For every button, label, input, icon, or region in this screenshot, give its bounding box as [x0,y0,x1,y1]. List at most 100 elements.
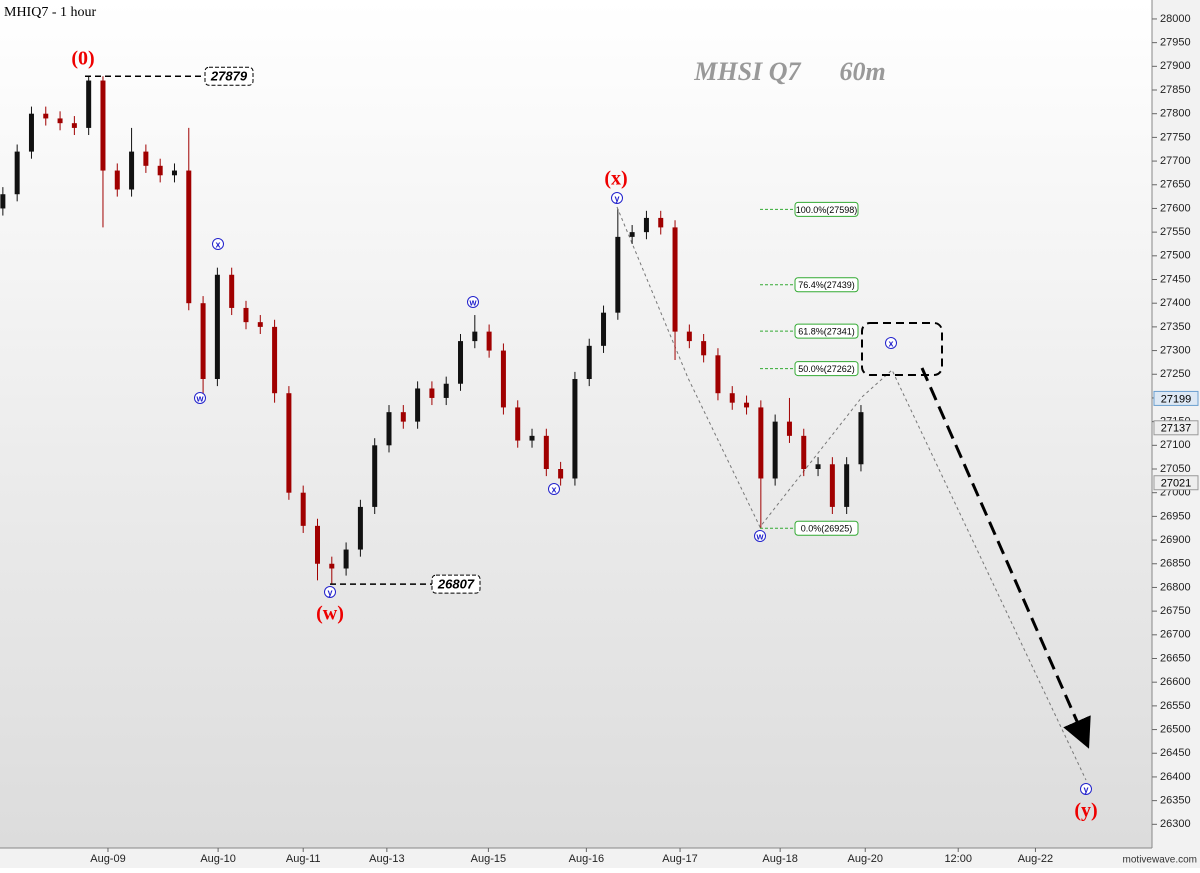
y-tick-label: 27400 [1160,297,1191,309]
time-axis-background [0,848,1152,868]
candle-body [515,407,521,441]
price-tag [1153,390,1199,406]
fib-label: 0.0%(26925) [801,524,853,534]
fib-label: 61.8%(27341) [798,327,855,337]
candle-body [701,341,707,356]
candle-body [443,383,449,398]
candle-body [86,80,92,128]
candle-body [314,525,320,564]
y-tick-label: 26750 [1160,605,1191,617]
candle-body [257,322,263,327]
subwave-circle [324,586,336,598]
projection-arrow [920,367,1091,749]
candle-body [458,341,464,384]
y-tick-label: 26950 [1160,510,1191,522]
price-tag-label: 27021 [1161,478,1192,490]
candle-body [715,355,721,394]
candle-body [14,151,20,195]
candle-body [386,412,392,446]
candle-body [672,227,678,332]
candle-body [415,388,421,422]
price-tag-label: 27137 [1161,423,1192,435]
candle-body [586,345,592,379]
candle-body [214,274,220,379]
candle-body [186,170,192,304]
fib-label: 50.0%(27262) [798,364,855,374]
fib-box [794,361,859,377]
wave-label: (x) [604,168,627,190]
candle-body [43,113,49,119]
y-tick-label: 27700 [1160,155,1191,167]
y-tick-label: 26300 [1160,818,1191,830]
subwave-circle [611,192,623,204]
candle-body [601,312,607,346]
y-tick-label: 26350 [1160,795,1191,807]
target-box [861,322,943,376]
candle-body [844,464,850,507]
candle-body [157,165,163,176]
y-tick-label: 26450 [1160,747,1191,759]
candle-body [229,274,235,308]
candle-body [71,123,77,128]
y-tick-label: 26700 [1160,629,1191,641]
level-label: 26807 [437,577,475,592]
x-tick-label: 12:00 [944,853,972,865]
y-tick-label: 27450 [1160,273,1191,285]
candle-body [329,563,335,569]
candle-body [243,307,249,323]
fib-label: 100.0%(27598) [796,205,858,215]
price-tag-label: 27199 [1161,393,1192,405]
subwave-label: y [614,193,619,203]
x-tick-label: Aug-17 [662,853,697,865]
x-tick-label: Aug-18 [762,853,797,865]
candle-body [829,464,835,507]
wave-label: (w) [316,603,344,625]
fib-box [794,323,859,339]
candle-body [343,549,349,569]
y-tick-label: 27050 [1160,463,1191,475]
candle-body [57,118,63,124]
subwave-label: w [468,297,477,307]
candle-body [815,464,821,470]
x-tick-label: Aug-16 [569,853,604,865]
y-tick-label: 27300 [1160,344,1191,356]
candle-body [129,151,135,190]
candle-body [0,194,6,209]
candle-body [786,421,792,436]
wave-path [616,206,1087,781]
y-tick-label: 27750 [1160,131,1191,143]
subwave-circle [548,483,560,495]
candle-body [858,412,864,465]
x-tick-label: Aug-13 [369,853,404,865]
subwave-label: w [755,531,764,541]
candle-body [686,331,692,342]
y-tick-label: 26800 [1160,581,1191,593]
subwave-circle [885,337,897,349]
candle-body [558,469,564,479]
subwave-circle [212,238,224,250]
candle-body [28,113,34,152]
y-tick-label: 27350 [1160,321,1191,333]
y-tick-label: 26400 [1160,771,1191,783]
level-box [204,66,254,86]
candle-body [572,378,578,479]
fib-label: 76.4%(27439) [798,280,855,290]
candle-body [400,412,406,422]
candle-body [429,388,435,398]
y-tick-label: 27850 [1160,84,1191,96]
candle-body [472,331,478,342]
candle-body [729,393,735,403]
y-tick-label: 26900 [1160,534,1191,546]
subwave-circle [1080,783,1092,795]
subwave-label: y [327,587,332,597]
y-tick-label: 27950 [1160,37,1191,49]
candle-body [801,435,807,470]
candle-body [629,232,635,237]
y-tick-label: 27500 [1160,250,1191,262]
watermark: motivewave.com [1123,855,1197,866]
y-tick-label: 26550 [1160,700,1191,712]
candle-body [744,402,750,408]
subwave-label: w [195,393,204,403]
candle-body [758,407,764,479]
